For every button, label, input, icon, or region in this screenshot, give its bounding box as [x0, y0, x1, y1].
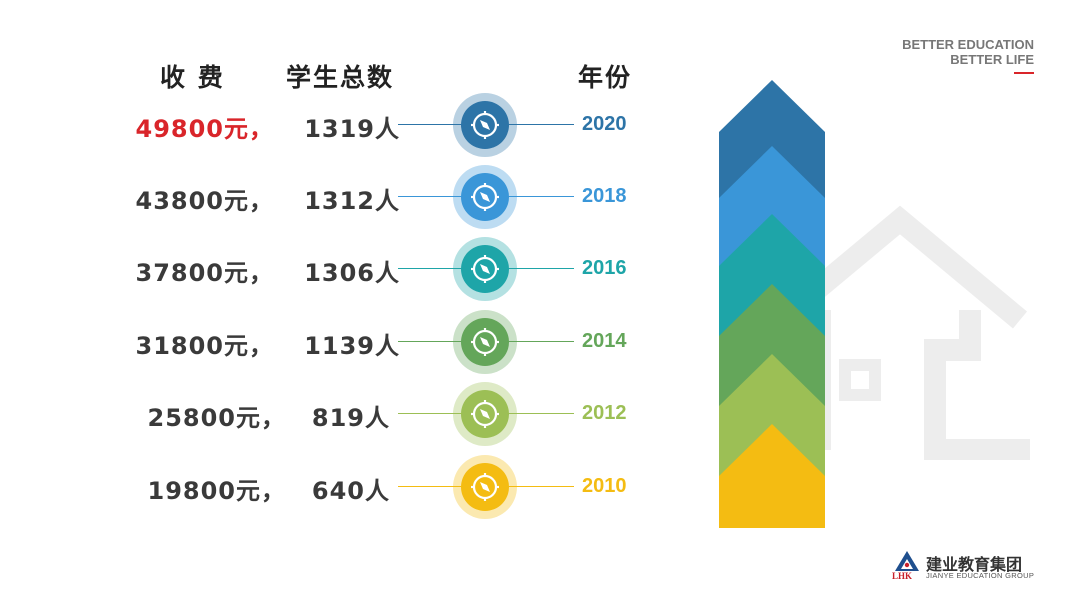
compass-icon	[453, 165, 517, 229]
students-value: 640人	[311, 477, 390, 505]
year-label: 2018	[582, 185, 627, 207]
logo-name: 建业教育集团	[926, 555, 1023, 574]
year-label: 2020	[582, 113, 627, 135]
compass-icon	[453, 455, 517, 519]
students-value: 1306人	[304, 259, 400, 287]
year-label: 2012	[582, 402, 627, 424]
students-header: 学生总数	[286, 63, 395, 92]
students-value: 1139人	[304, 332, 400, 360]
fee-value: 37800元，	[135, 259, 274, 287]
fee-value: 31800元，	[135, 332, 274, 360]
year-header: 年份	[578, 63, 633, 92]
compass-icon	[453, 237, 517, 301]
row-2018: 43800元， 1312人 2018	[0, 165, 700, 229]
fee-header: 收 费	[160, 63, 225, 92]
row-2012: 25800元， 819人 2012	[0, 382, 700, 446]
row-2020: 49800元， 1319人 2020	[0, 93, 700, 157]
compass-icon	[453, 382, 517, 446]
fee-value: 49800元，	[135, 115, 274, 143]
students-value: 819人	[311, 404, 390, 432]
triangle-logo-icon	[895, 551, 919, 571]
logo-subtitle: JIANYE EDUCATION GROUP	[926, 571, 1035, 580]
row-2016: 37800元， 1306人 2016	[0, 237, 700, 301]
compass-icon	[453, 310, 517, 374]
students-value: 1319人	[304, 115, 400, 143]
tagline-line1: BETTER EDUCATION	[902, 37, 1034, 52]
stacked-arrow-graphic	[719, 80, 825, 528]
logo-mark: LHK	[892, 571, 913, 581]
compass-icon	[453, 93, 517, 157]
students-value: 1312人	[304, 187, 400, 215]
tagline: BETTER EDUCATION BETTER LIFE	[902, 37, 1034, 74]
tagline-accent	[1014, 72, 1034, 74]
fee-value: 43800元，	[135, 187, 274, 215]
row-2010: 19800元， 640人 2010	[0, 455, 700, 519]
tagline-line2: BETTER LIFE	[950, 52, 1034, 67]
row-2014: 31800元， 1139人 2014	[0, 310, 700, 374]
year-label: 2014	[582, 330, 627, 352]
year-label: 2010	[582, 475, 627, 497]
arrow-segment-2010	[719, 424, 825, 528]
year-label: 2016	[582, 257, 627, 279]
fee-value: 25800元，	[147, 404, 286, 432]
fee-value: 19800元，	[147, 477, 286, 505]
company-logo: LHK 建业教育集团 JIANYE EDUCATION GROUP	[892, 549, 1042, 585]
